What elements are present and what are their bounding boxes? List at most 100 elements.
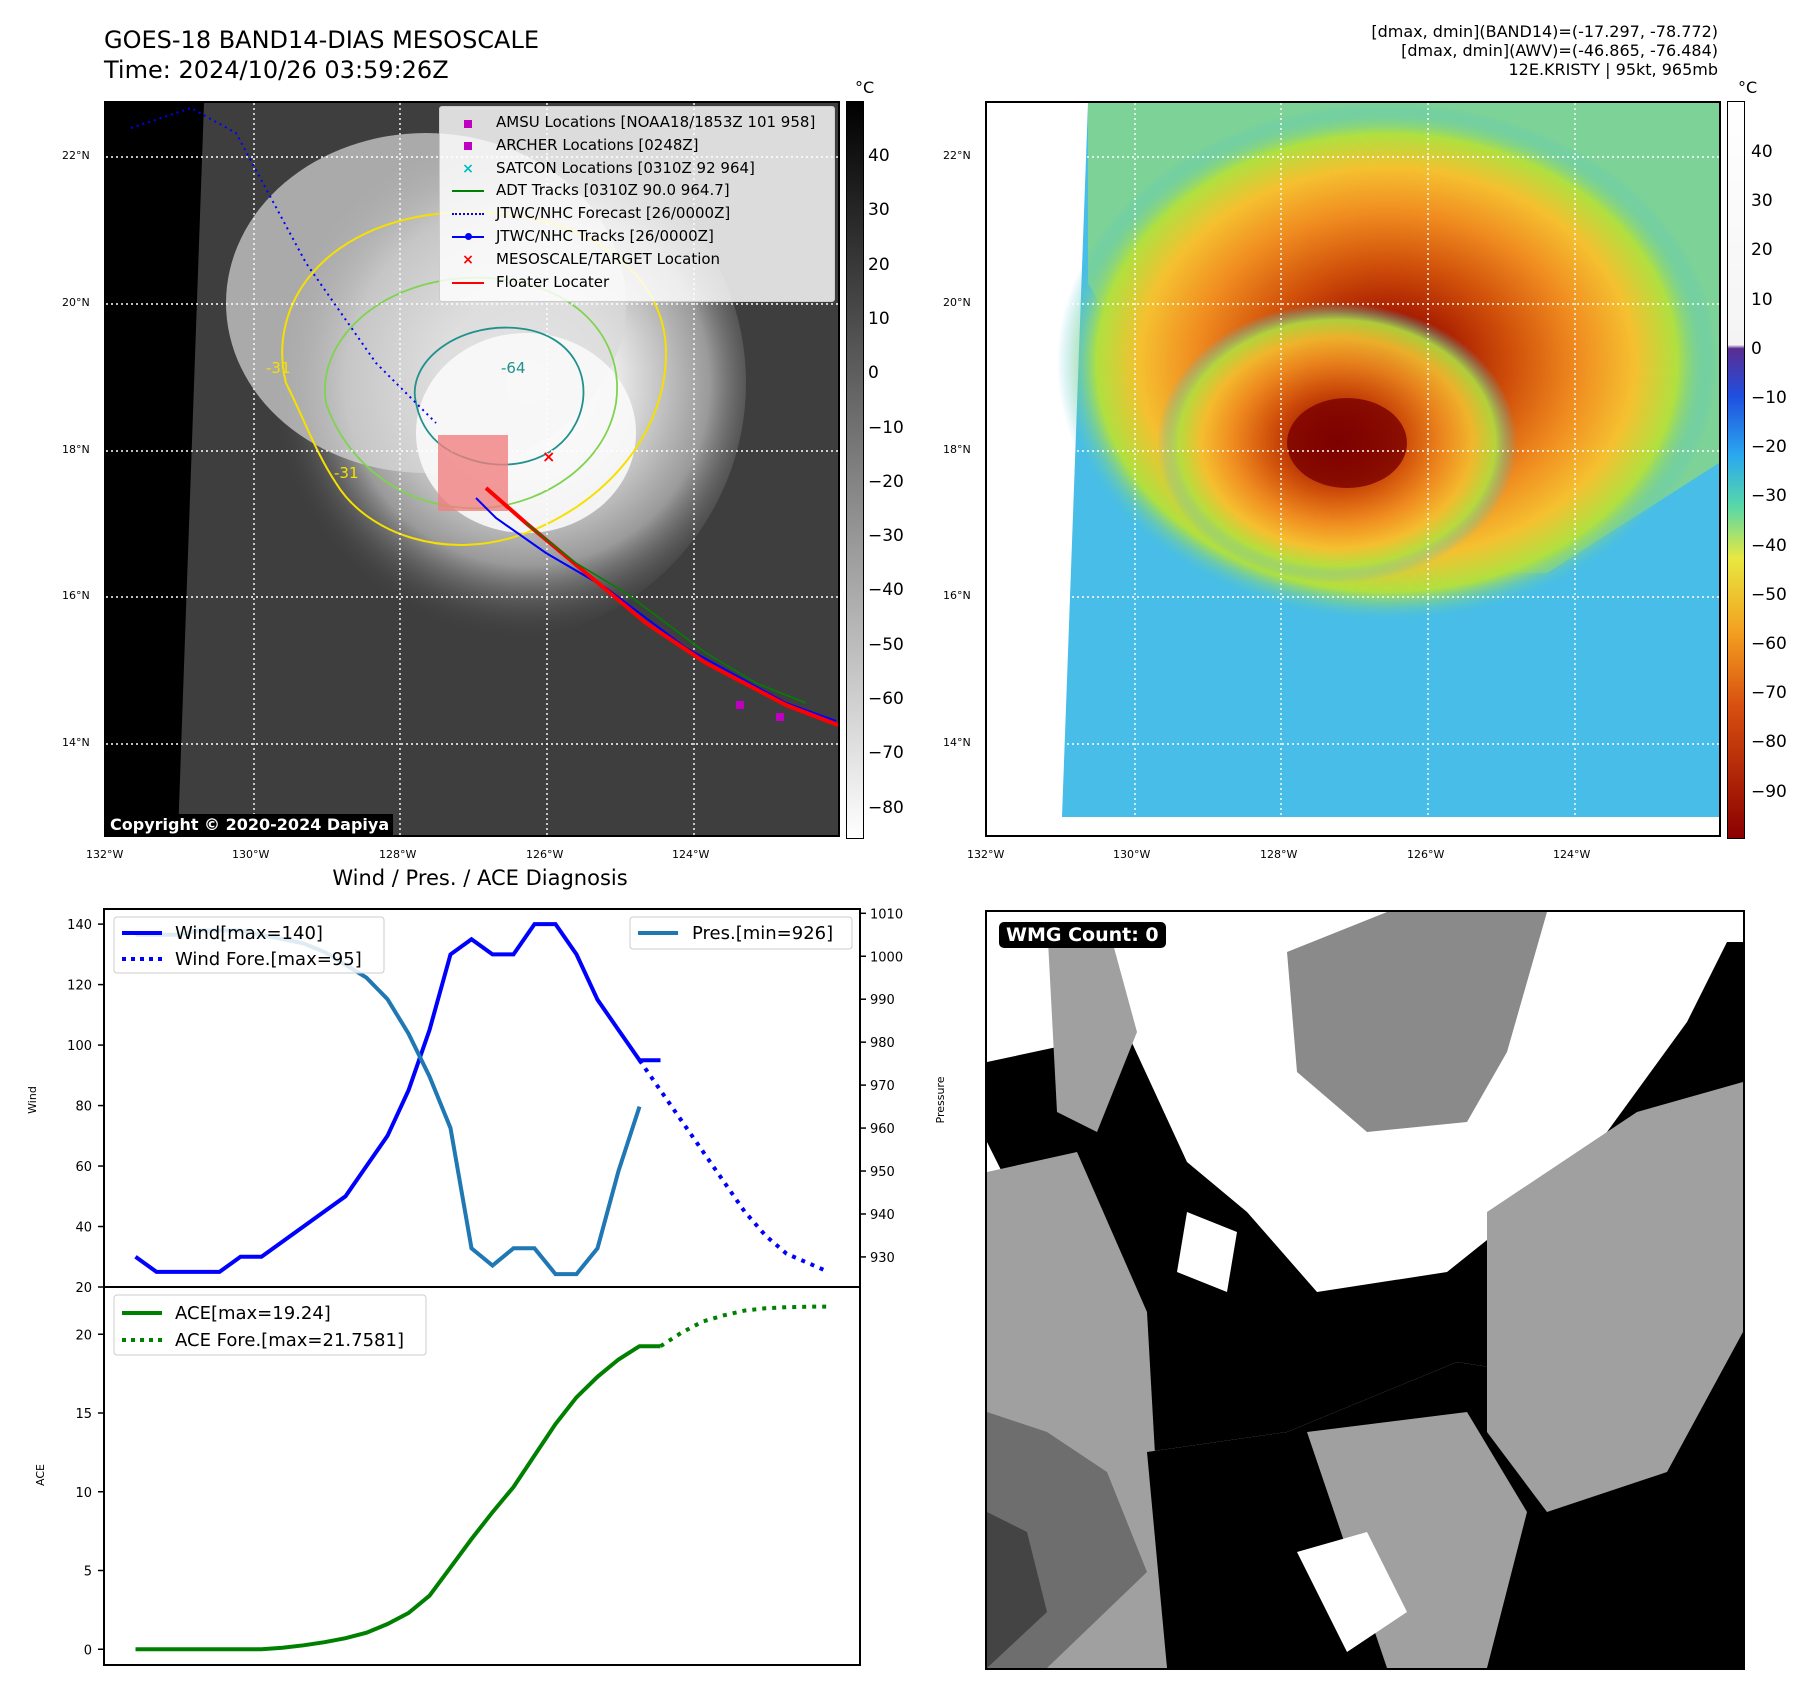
wind-ytick-label: 20	[75, 1281, 92, 1296]
awv-map-panel	[985, 101, 1721, 837]
wmg-count-badge: WMG Count: 0	[999, 922, 1166, 948]
ace-line	[135, 1344, 661, 1652]
pressure-ytick-label: 990	[870, 993, 895, 1008]
amsu-marker	[736, 701, 744, 709]
lat-tick: 18°N	[62, 443, 90, 456]
map-legend-entry: JTWC/NHC Tracks [26/0000Z]	[448, 226, 714, 246]
lon-tick: 126°W	[526, 848, 564, 861]
map-legend-entry: × SATCON Locations [0310Z 92 964]	[448, 158, 755, 178]
map-legend-entry: Floater Locater	[448, 272, 609, 292]
colorbar-tick-label: 40	[868, 146, 890, 166]
wind-forecast-line	[637, 1059, 830, 1274]
map-legend-entry: JTWC/NHC Forecast [26/0000Z]	[448, 203, 730, 223]
colorbar-tick-label: 10	[1751, 289, 1773, 310]
colorbar-gray	[846, 101, 864, 839]
ace-axis-label: ACE	[34, 1464, 47, 1486]
lon-tick: 130°W	[1113, 848, 1151, 861]
info-awv: [dmax, dmin](AWV)=(-46.865, -76.484)	[1401, 41, 1718, 60]
legend-wind-fore: Wind Fore.[max=95]	[175, 949, 362, 970]
lat-tick: 20°N	[62, 296, 90, 309]
pressure-ytick-label: 930	[870, 1251, 895, 1266]
colorbar-tick-label: −20	[1751, 437, 1787, 458]
colorbar-color-unit: °C	[1738, 78, 1758, 97]
legend-marker-icon	[448, 181, 488, 201]
colorbar-gray-unit: °C	[855, 78, 875, 97]
info-block: [dmax, dmin](BAND14)=(-17.297, -78.772) …	[1371, 22, 1718, 79]
lon-tick: 126°W	[1407, 848, 1445, 861]
legend-marker-icon: ×	[462, 160, 474, 177]
colorbar-tick-label: 10	[868, 308, 890, 329]
lon-tick: 124°W	[1553, 848, 1591, 861]
pressure-ytick-label: 940	[870, 1208, 895, 1223]
colorbar-tick-label: −60	[868, 689, 904, 709]
colorbar-tick-label: 0	[868, 363, 879, 384]
lat-tick: 16°N	[62, 589, 90, 602]
colorbar-tick-label: −70	[1751, 683, 1787, 704]
lat-tick: 22°N	[943, 149, 971, 162]
diagnosis-title: Wind / Pres. / ACE Diagnosis	[332, 866, 628, 890]
legend-marker-icon: ×	[462, 251, 474, 268]
colorbar-tick-label: −90	[1751, 781, 1787, 802]
wind-ytick-label: 40	[75, 1221, 92, 1236]
legend-label: Floater Locater	[496, 272, 610, 291]
colorbar-tick-label: −20	[868, 471, 904, 492]
colorbar-tick-label: 30	[1751, 191, 1773, 212]
lat-tick: 14°N	[943, 736, 971, 749]
contour-label: -64	[501, 359, 526, 377]
colorbar-tick-label: −10	[1751, 388, 1787, 408]
wind-ytick-label: 100	[67, 1039, 92, 1054]
colorbar-tick-label: −30	[1751, 486, 1787, 507]
colorbar-tick-label: −40	[868, 580, 904, 601]
colorbar-tick-label: −70	[868, 743, 904, 764]
archer-marker	[776, 713, 784, 721]
contour-label: -31	[334, 464, 359, 482]
legend-label: JTWC/NHC Tracks [26/0000Z]	[496, 227, 714, 245]
colorbar-tick-label: 20	[868, 254, 890, 275]
lon-tick: 124°W	[672, 848, 710, 861]
wind-ytick-label: 80	[75, 1100, 92, 1115]
ace-ytick-label: 0	[84, 1643, 92, 1658]
pressure-axis-label: Pressure	[934, 1076, 947, 1123]
legend-ace-fore: ACE Fore.[max=21.7581]	[175, 1330, 404, 1351]
diagnosis-chart: Wind Pressure ACE 2040608010012014093094…	[26, 907, 947, 1666]
awv-map-image	[987, 103, 1719, 835]
colorbar-tick-label: −80	[868, 797, 904, 818]
ace-ytick-label: 5	[84, 1565, 92, 1580]
adt-track	[525, 522, 807, 704]
wind-axis-label: Wind	[26, 1086, 39, 1114]
legend-label: ARCHER Locations [0248Z]	[496, 135, 699, 154]
wind-legend: Wind[max=140] Wind Fore.[max=95]	[113, 916, 385, 974]
map-legend-entry: ADT Tracks [0310Z 90.0 964.7]	[448, 180, 730, 200]
pressure-ytick-label: 1010	[870, 907, 903, 922]
lon-tick: 128°W	[379, 848, 417, 861]
contour-label: -31	[266, 359, 291, 377]
pressure-ytick-label: 980	[870, 1036, 895, 1051]
legend-label: MESOSCALE/TARGET Location	[496, 249, 721, 268]
ace-ytick-label: 15	[75, 1407, 92, 1422]
pressure-ytick-label: 960	[870, 1122, 895, 1137]
legend-wind: Wind[max=140]	[175, 923, 323, 944]
lon-tick: 132°W	[967, 848, 1005, 861]
lat-tick: 14°N	[62, 736, 90, 749]
legend-label: AMSU Locations [NOAA18/1853Z 101 958]	[496, 113, 816, 131]
map-legend-entry: × MESOSCALE/TARGET Location	[448, 249, 720, 269]
colorbar-tick-label: −10	[868, 417, 904, 438]
legend-pres: Pres.[min=926]	[692, 923, 833, 944]
colorbar-tick-label: 40	[1751, 142, 1773, 162]
lon-tick: 128°W	[1260, 848, 1298, 861]
lon-tick: 130°W	[232, 848, 270, 861]
pressure-legend: Pres.[min=926]	[629, 916, 853, 950]
ace-forecast-line	[659, 1304, 829, 1348]
wmg-image	[987, 912, 1743, 1668]
pressure-ytick-label: 970	[870, 1079, 895, 1094]
legend-marker-icon	[448, 272, 488, 292]
info-storm: 12E.KRISTY | 95kt, 965mb	[1508, 60, 1719, 79]
legend-marker-icon	[448, 135, 488, 155]
colorbar-tick-label: −80	[1751, 732, 1787, 753]
lat-tick: 22°N	[62, 149, 90, 162]
legend-marker-icon	[448, 113, 488, 133]
map-grid	[987, 103, 1719, 835]
ace-ytick-label: 20	[75, 1328, 92, 1343]
colorbar-tick-label: 0	[1751, 338, 1762, 359]
target-marker: ×	[542, 447, 555, 466]
